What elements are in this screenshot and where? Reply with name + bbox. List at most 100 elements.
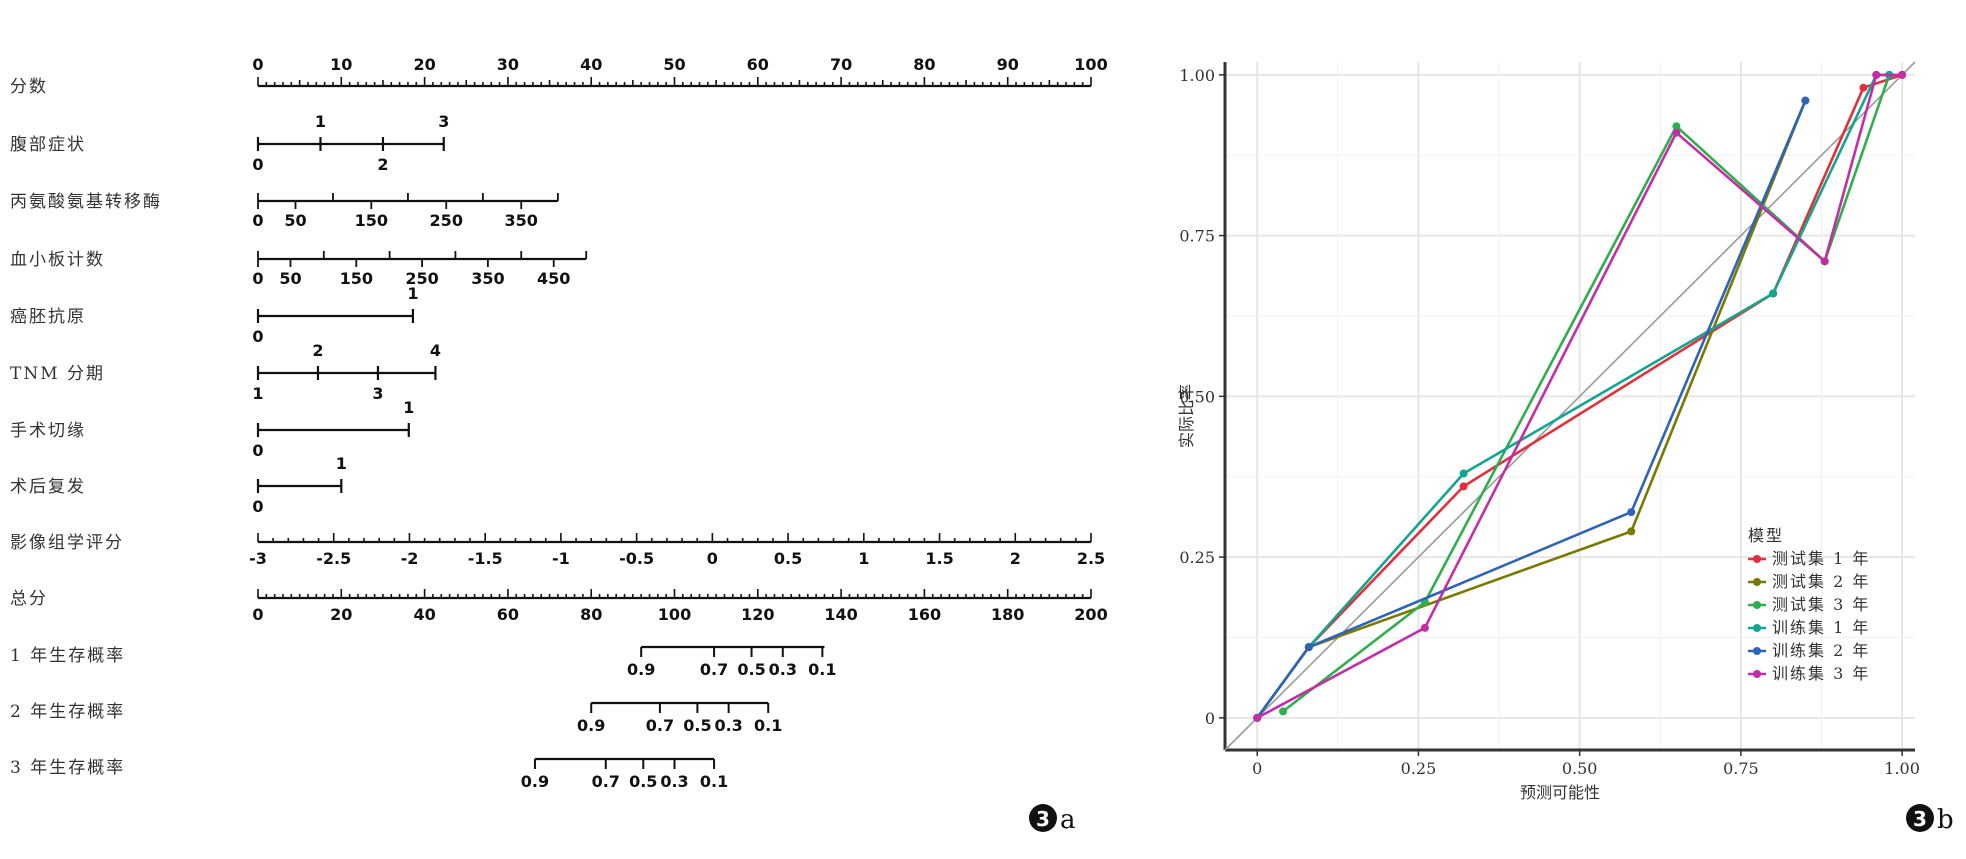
total-tick-label: 120 bbox=[741, 605, 774, 624]
points-tick-label: 100 bbox=[1074, 55, 1107, 74]
total-tick-label: 60 bbox=[497, 605, 519, 624]
series-line bbox=[1256, 100, 1807, 719]
level-label: 0 bbox=[252, 155, 263, 174]
variable-tick-label: 250 bbox=[430, 211, 463, 230]
series-line bbox=[1282, 74, 1891, 713]
total-tick-label: 200 bbox=[1074, 605, 1107, 624]
panel-letter-a: a bbox=[1060, 805, 1076, 835]
row-label: 手术切缘 bbox=[10, 421, 86, 441]
points-tick-label: 30 bbox=[497, 55, 519, 74]
variable-tick-label: 350 bbox=[505, 211, 538, 230]
panel-label-b: 3 b bbox=[1906, 804, 1954, 835]
series-point bbox=[1872, 70, 1881, 79]
legend-swatch-point bbox=[1753, 624, 1761, 632]
scale-tick-label: -2 bbox=[401, 549, 419, 568]
legend-swatch-point bbox=[1753, 647, 1761, 655]
row-label: 影像组学评分 bbox=[10, 533, 124, 553]
y-axis-title: 实际比率 bbox=[1177, 384, 1196, 448]
level-label: 0 bbox=[252, 327, 263, 346]
variable-tick-label: 50 bbox=[279, 269, 301, 288]
level-label: 1 bbox=[315, 112, 326, 131]
scale-tick-label: 2 bbox=[1010, 549, 1021, 568]
points-tick-label: 60 bbox=[747, 55, 769, 74]
probability-tick-label: 0.5 bbox=[683, 716, 711, 735]
series-point bbox=[1801, 96, 1810, 105]
probability-tick-label: 0.7 bbox=[646, 716, 674, 735]
variable-tick-label: 250 bbox=[405, 269, 438, 288]
legend-entry: 训练集 1 年 bbox=[1772, 618, 1870, 637]
series-point bbox=[1820, 257, 1829, 266]
series-point bbox=[1769, 289, 1778, 298]
y-tick-label: 0.75 bbox=[1179, 227, 1215, 246]
series-point bbox=[1859, 83, 1868, 92]
total-tick-label: 100 bbox=[658, 605, 691, 624]
points-tick-label: 90 bbox=[997, 55, 1019, 74]
series-point bbox=[1672, 128, 1681, 137]
scale-tick-label: 1 bbox=[858, 549, 869, 568]
level-label: 2 bbox=[312, 341, 323, 360]
level-label: 1 bbox=[403, 398, 414, 417]
probability-tick-label: 0.1 bbox=[754, 716, 782, 735]
level-label: 4 bbox=[430, 341, 441, 360]
total-tick-label: 140 bbox=[824, 605, 857, 624]
scale-tick-label: -0.5 bbox=[619, 549, 654, 568]
scale-tick-label: -3 bbox=[249, 549, 267, 568]
x-tick-label: 0.25 bbox=[1401, 759, 1437, 778]
svg-text:3: 3 bbox=[1036, 807, 1050, 831]
level-label: 1 bbox=[252, 384, 263, 403]
probability-tick-label: 0.1 bbox=[700, 772, 728, 791]
series-point bbox=[1279, 707, 1288, 716]
row-label: 术后复发 bbox=[10, 477, 86, 497]
y-tick-label: 1.00 bbox=[1179, 66, 1215, 85]
x-tick-label: 0.50 bbox=[1562, 759, 1598, 778]
series-point bbox=[1627, 508, 1636, 517]
variable-tick-label: 50 bbox=[284, 211, 306, 230]
total-tick-label: 20 bbox=[330, 605, 352, 624]
variable-tick-label: 150 bbox=[340, 269, 373, 288]
total-tick-label: 0 bbox=[252, 605, 263, 624]
svg-text:3: 3 bbox=[1913, 807, 1927, 831]
points-tick-label: 70 bbox=[830, 55, 852, 74]
scale-tick-label: 0 bbox=[707, 549, 718, 568]
series-point bbox=[1459, 482, 1468, 491]
legend-swatch-point bbox=[1753, 578, 1761, 586]
level-label: 1 bbox=[336, 454, 347, 473]
legend-entry: 训练集 3 年 bbox=[1772, 664, 1870, 683]
probability-tick-label: 0.7 bbox=[700, 660, 728, 679]
row-label: 总分 bbox=[10, 589, 48, 609]
points-tick-label: 20 bbox=[413, 55, 435, 74]
probability-tick-label: 0.9 bbox=[521, 772, 549, 791]
calibration-panel: 0 0 0.25 0.25 0.50 0.50 0.75 0.75 1.00 1.00 预测可能性 实… bbox=[1177, 61, 1920, 802]
legend-entry: 测试集 2 年 bbox=[1772, 572, 1870, 591]
scale-tick-label: -2.5 bbox=[316, 549, 351, 568]
row-label: 丙氨酸氨基转移酶 bbox=[10, 192, 162, 212]
row-label: 癌胚抗原 bbox=[10, 307, 86, 327]
x-tick-label: 0 bbox=[1252, 759, 1262, 778]
row-label: TNM 分期 bbox=[10, 364, 105, 384]
legend-entry: 训练集 2 年 bbox=[1772, 641, 1870, 660]
series-line bbox=[1256, 100, 1807, 719]
panel-label-a: 3 a bbox=[1029, 804, 1076, 835]
y-tick-label: 0.25 bbox=[1179, 548, 1215, 567]
panel-letter-b: b bbox=[1937, 805, 1954, 835]
scale-tick-label: -1.5 bbox=[468, 549, 503, 568]
points-tick-label: 40 bbox=[580, 55, 602, 74]
series-point bbox=[1898, 70, 1907, 79]
x-tick-label: 0.75 bbox=[1723, 759, 1759, 778]
variable-tick-label: 0 bbox=[252, 269, 263, 288]
series-point bbox=[1459, 469, 1468, 478]
series-point bbox=[1672, 122, 1681, 131]
variable-tick-label: 0 bbox=[252, 211, 263, 230]
row-label: 分数 bbox=[10, 77, 48, 97]
x-tick-label: 1.00 bbox=[1884, 759, 1920, 778]
variable-tick-label: 150 bbox=[355, 211, 388, 230]
scale-tick-label: 0.5 bbox=[774, 549, 802, 568]
legend-swatch-point bbox=[1753, 670, 1761, 678]
scale-tick-label: -1 bbox=[552, 549, 570, 568]
row-label: 3 年生存概率 bbox=[10, 758, 125, 778]
y-tick-label: 0 bbox=[1205, 709, 1215, 728]
probability-tick-label: 0.3 bbox=[714, 716, 742, 735]
points-tick-label: 10 bbox=[330, 55, 352, 74]
